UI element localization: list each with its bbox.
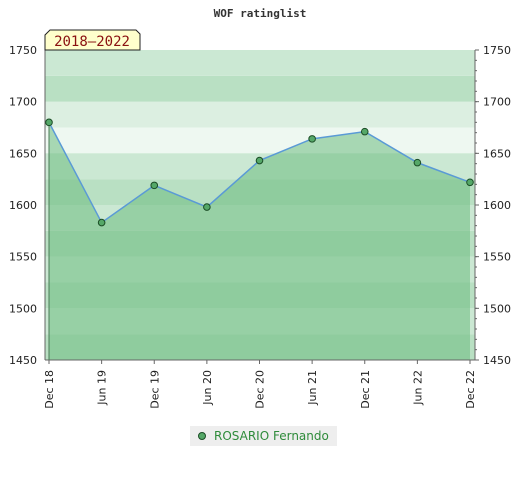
y-tick-label-left: 1600: [9, 199, 37, 212]
y-tick-label-right: 1550: [483, 251, 511, 264]
y-axis-left: 1450 1500 1550 1600 1650 1700 1750: [9, 44, 37, 367]
legend-label: ROSARIO Fernando: [214, 429, 329, 443]
legend: ROSARIO Fernando: [190, 426, 337, 446]
y-tick-label-left: 1500: [9, 302, 37, 315]
x-tick-label: Dec 18: [43, 370, 56, 409]
x-tick-label: Jun 22: [411, 370, 424, 406]
y-tick-label-right: 1700: [483, 96, 511, 109]
y-tick-label-left: 1700: [9, 96, 37, 109]
chart-title: WOF ratinglist: [214, 7, 307, 20]
background-band-highlight: [45, 127, 475, 154]
y-tick-label-right: 1750: [483, 44, 511, 57]
y-tick-label-right: 1650: [483, 147, 511, 160]
area-fill: [49, 122, 470, 360]
data-points: [45, 118, 474, 227]
x-tick-label: Jun 19: [96, 370, 109, 406]
series-area: [49, 122, 470, 360]
background-band: [45, 75, 475, 102]
data-point: [360, 127, 369, 136]
period-badge-label: 2018–2022: [54, 34, 130, 50]
x-tick-label: Dec 21: [359, 370, 372, 409]
y-tick-label-left: 1750: [9, 44, 37, 57]
period-badge-background: [44, 29, 141, 51]
y-tick-label-right: 1500: [483, 302, 511, 315]
y-axis-right: 1450 1500 1550 1600 1650 1700 1750: [475, 44, 511, 367]
data-point: [308, 135, 316, 143]
data-point: [150, 181, 159, 190]
period-badge: 2018–2022: [44, 29, 141, 51]
x-tick-label: Dec 19: [148, 370, 161, 409]
data-point: [97, 218, 106, 227]
x-tick-label: Jun 20: [201, 370, 214, 406]
legend-marker-icon: [198, 432, 206, 440]
x-tick-label: Dec 20: [254, 370, 267, 409]
y-tick-label-left: 1650: [9, 147, 37, 160]
x-axis: Dec 18 Jun 19 Dec 19 Jun 20 Dec 20 Jun 21 Dec …: [43, 360, 477, 409]
y-tick-label-right: 1450: [483, 354, 511, 367]
x-tick-label: Dec 22: [464, 370, 477, 409]
x-tick-label: Jun 21: [306, 370, 319, 406]
data-point: [255, 156, 264, 165]
data-point: [203, 203, 211, 211]
background-band-highlight: [45, 101, 475, 128]
data-point: [466, 178, 474, 187]
y-tick-label-right: 1600: [483, 199, 511, 212]
y-tick-label-left: 1450: [9, 354, 37, 367]
data-point: [413, 158, 422, 167]
background-band: [45, 50, 475, 76]
y-tick-label-left: 1550: [9, 251, 37, 264]
data-point: [45, 118, 53, 127]
